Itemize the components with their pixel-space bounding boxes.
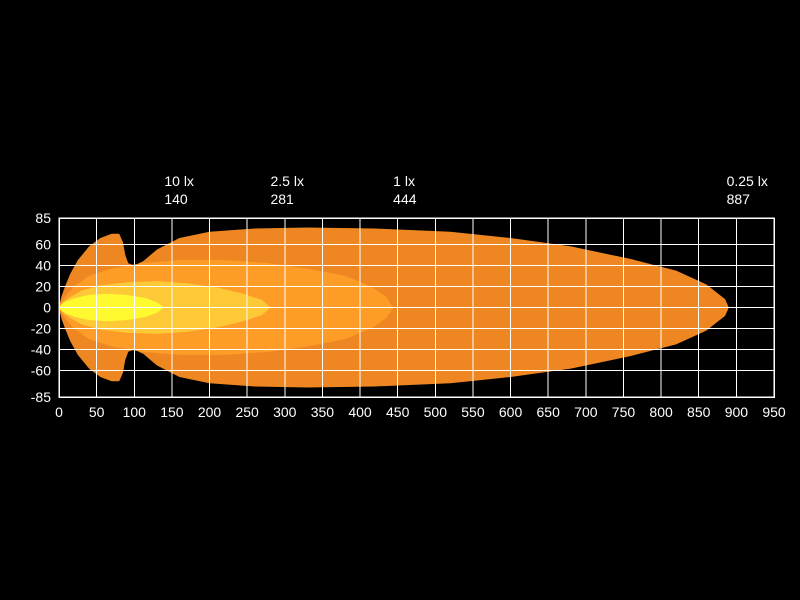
annotation-lux: 0.25 lx [727, 173, 768, 189]
x-tick-label: 650 [537, 404, 561, 420]
x-tick-label: 300 [273, 404, 297, 420]
y-tick-label: -40 [31, 342, 51, 358]
annotation-lux: 10 lx [164, 173, 194, 189]
x-tick-label: 850 [687, 404, 711, 420]
annotation-distance: 887 [727, 191, 751, 207]
x-tick-label: 750 [612, 404, 636, 420]
y-tick-label: 0 [43, 300, 51, 316]
annotation-distance: 444 [393, 191, 417, 207]
x-tick-label: 800 [649, 404, 673, 420]
annotation-lux: 1 lx [393, 173, 415, 189]
x-tick-label: 250 [235, 404, 259, 420]
y-tick-label: 85 [35, 210, 51, 226]
x-tick-label: 200 [198, 404, 222, 420]
x-tick-label: 350 [311, 404, 335, 420]
x-tick-label: 400 [348, 404, 372, 420]
x-tick-label: 50 [89, 404, 105, 420]
annotation-distance: 140 [164, 191, 188, 207]
x-tick-label: 450 [386, 404, 410, 420]
annotation-distance: 281 [270, 191, 294, 207]
annotation-lux: 2.5 lx [270, 173, 303, 189]
x-tick-label: 700 [574, 404, 598, 420]
y-tick-label: 60 [35, 236, 51, 252]
x-tick-label: 550 [461, 404, 485, 420]
x-tick-label: 950 [762, 404, 786, 420]
x-tick-label: 0 [55, 404, 63, 420]
x-tick-label: 100 [123, 404, 147, 420]
y-tick-label: -60 [31, 363, 51, 379]
y-tick-label: -20 [31, 321, 51, 337]
y-tick-label: 40 [35, 257, 51, 273]
x-tick-label: 900 [725, 404, 749, 420]
x-tick-label: 600 [499, 404, 523, 420]
y-tick-label: 20 [35, 278, 51, 294]
light-distribution-chart: 0501001502002503003504004505005506006507… [0, 0, 800, 600]
x-tick-label: 150 [160, 404, 184, 420]
y-tick-label: -85 [31, 389, 51, 405]
x-tick-label: 500 [424, 404, 448, 420]
